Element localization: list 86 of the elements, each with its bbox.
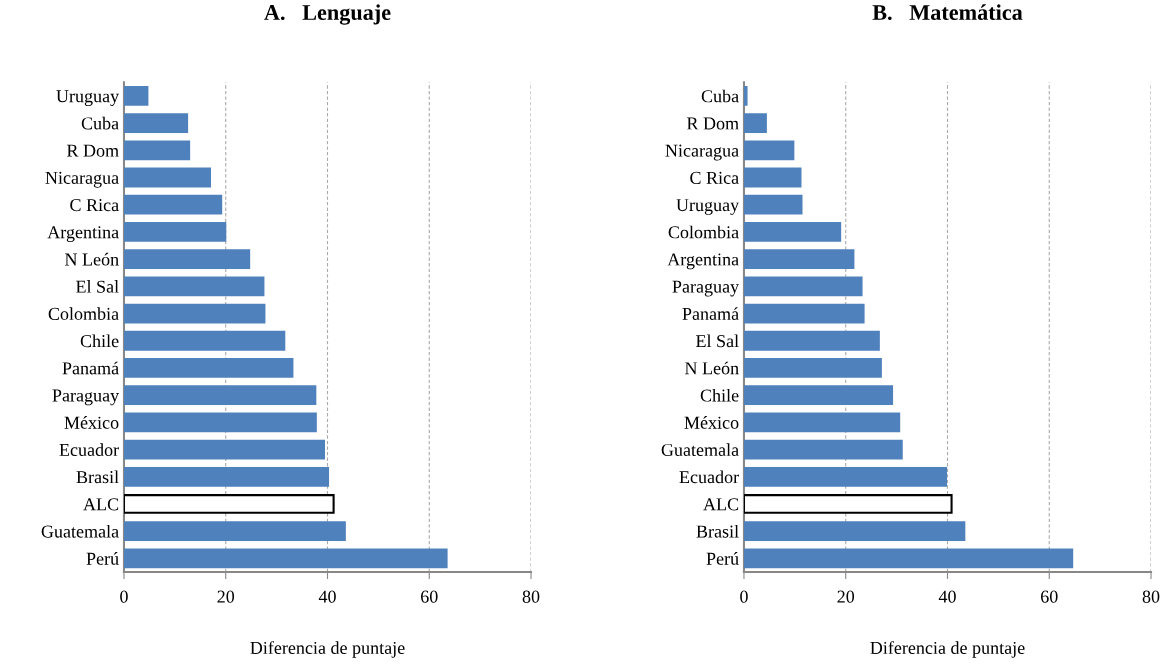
bar [123, 167, 212, 188]
bar [743, 194, 803, 215]
y-tick-label: Uruguay [676, 199, 740, 215]
y-tick-label: Chile [80, 334, 119, 348]
y-tick-label: México [684, 416, 739, 429]
bar [123, 194, 223, 215]
y-tick-label: Guatemala [661, 443, 739, 457]
y-tick-label: El Sal [696, 334, 739, 348]
bar [123, 330, 286, 351]
bar [743, 113, 767, 133]
bar [743, 140, 795, 161]
y-tick-label: Paraguay [672, 280, 740, 297]
bar [743, 330, 880, 351]
y-tick-label: Argentina [47, 226, 119, 243]
x-tick-label: 20 [217, 590, 235, 603]
chart-title: B. Matemática [872, 4, 1023, 21]
y-tick-label: C Rica [690, 171, 739, 184]
y-tick-label: Brasil [696, 524, 739, 538]
bar [743, 358, 882, 378]
y-tick-label: Cuba [81, 116, 119, 130]
bar [123, 494, 335, 514]
bar [743, 439, 903, 460]
bar [743, 466, 948, 487]
bar [123, 385, 317, 406]
y-tick-label: El Sal [76, 280, 119, 293]
y-tick-label: Argentina [667, 253, 739, 270]
bar [743, 494, 953, 514]
bar [743, 385, 894, 406]
bar [123, 466, 330, 487]
bar [123, 521, 346, 542]
y-tick-label: Perú [706, 552, 739, 565]
y-tick-label: C Rica [70, 199, 119, 212]
chart-title: A. Lenguaje [264, 4, 391, 25]
y-tick-label: Uruguay [56, 90, 120, 107]
y-tick-label: Nicaragua [45, 171, 119, 188]
x-tick-label: 20 [837, 590, 855, 603]
bar [123, 358, 294, 378]
bar [123, 303, 266, 324]
bar [123, 86, 149, 106]
bar [123, 222, 227, 242]
y-tick-label: Panamá [62, 361, 119, 375]
y-tick-label: R Dom [66, 144, 119, 157]
x-tick-label: 80 [1142, 590, 1160, 603]
x-tick-label: 60 [421, 590, 438, 603]
bar [123, 548, 448, 569]
bar [743, 303, 865, 324]
y-tick-label: Colombia [48, 307, 119, 320]
x-tick-label: 0 [120, 590, 128, 603]
x-axis-title: Diferencia de puntaje [250, 641, 405, 658]
y-tick-label: Brasil [76, 470, 119, 484]
x-tick-label: 80 [522, 590, 540, 603]
bar [123, 140, 191, 161]
y-tick-label: Nicaragua [665, 144, 739, 161]
bar [743, 222, 842, 242]
bar [743, 276, 863, 297]
y-tick-label: Guatemala [41, 524, 119, 538]
y-tick-label: Perú [86, 552, 119, 565]
y-tick-label: Ecuador [679, 470, 739, 484]
y-tick-label: Ecuador [59, 443, 119, 457]
x-axis-title: Diferencia de puntaje [870, 641, 1025, 658]
y-tick-label: N León [684, 361, 739, 375]
bar [123, 276, 265, 297]
bar [743, 548, 1074, 569]
bar [743, 249, 855, 270]
y-tick-label: ALC [703, 498, 739, 511]
bar [123, 412, 317, 433]
x-tick-label: 60 [1041, 590, 1058, 603]
x-tick-label: 40 [318, 590, 336, 603]
y-tick-label: Panamá [682, 307, 739, 320]
y-tick-label: Paraguay [52, 389, 120, 406]
bar [123, 113, 189, 133]
y-tick-label: Colombia [668, 225, 739, 239]
bar [123, 439, 325, 460]
bar [743, 521, 966, 542]
x-tick-label: 40 [938, 590, 956, 603]
bar [123, 249, 251, 270]
y-tick-label: N León [64, 252, 119, 266]
bar [743, 167, 802, 188]
y-tick-label: Cuba [701, 89, 739, 103]
x-tick-label: 0 [740, 590, 748, 603]
y-tick-label: R Dom [686, 117, 739, 130]
y-tick-label: ALC [83, 498, 119, 511]
y-tick-label: Chile [700, 388, 739, 402]
bar [743, 412, 901, 433]
y-tick-label: México [64, 416, 119, 429]
bar [743, 86, 748, 106]
